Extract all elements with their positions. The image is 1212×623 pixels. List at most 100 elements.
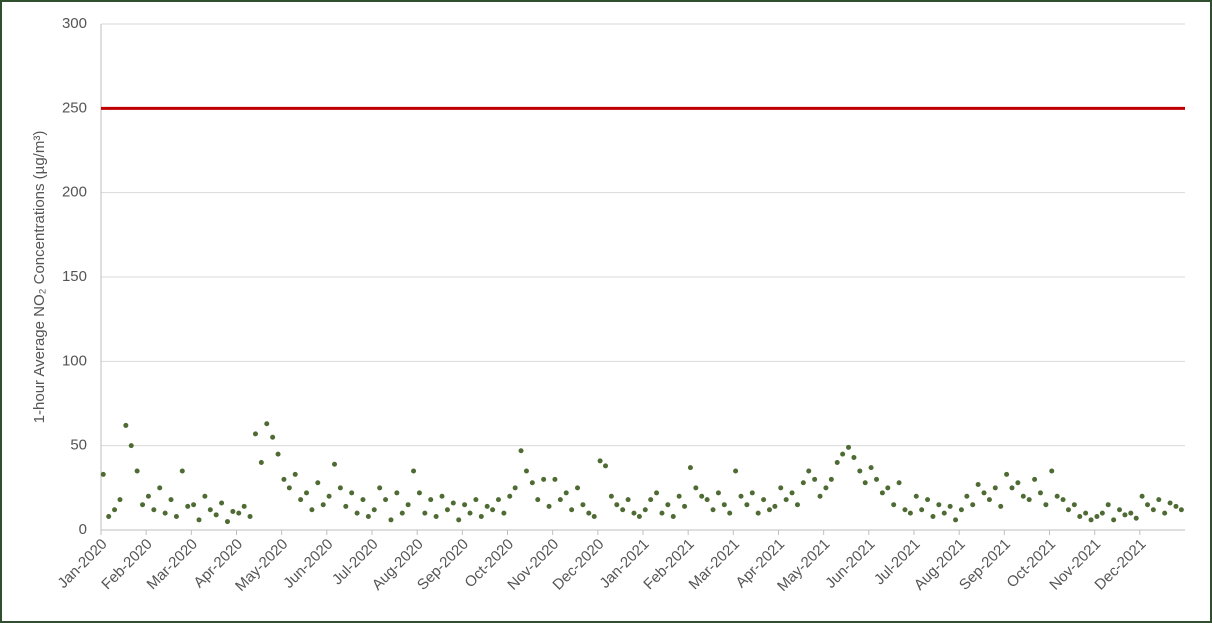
y-tick-label: 100	[62, 352, 87, 369]
data-point	[925, 497, 931, 503]
data-point	[1071, 502, 1077, 508]
data-point	[874, 476, 880, 482]
data-point	[778, 485, 784, 491]
data-point	[535, 497, 541, 503]
data-point	[654, 490, 660, 496]
data-point	[603, 463, 609, 469]
data-point	[523, 468, 529, 474]
data-point	[625, 497, 631, 503]
data-point	[117, 497, 123, 503]
data-point	[343, 503, 349, 509]
data-point	[699, 493, 705, 499]
data-point	[270, 434, 276, 440]
data-point	[868, 465, 874, 471]
data-point	[1020, 493, 1026, 499]
data-point	[1128, 510, 1134, 516]
data-point	[123, 422, 129, 428]
data-point	[326, 493, 332, 499]
data-point	[444, 507, 450, 513]
data-point	[710, 507, 716, 513]
data-point	[179, 468, 185, 474]
data-point	[281, 476, 287, 482]
data-point	[173, 514, 179, 520]
data-point	[399, 510, 405, 516]
data-point	[676, 493, 682, 499]
data-point	[456, 517, 462, 523]
data-point	[1043, 502, 1049, 508]
data-point	[365, 514, 371, 520]
y-tick-label: 200	[62, 184, 87, 201]
data-point	[236, 510, 242, 516]
data-point	[320, 502, 326, 508]
data-point	[185, 503, 191, 509]
data-point	[721, 502, 727, 508]
data-point	[902, 507, 908, 513]
data-point	[388, 517, 394, 523]
data-point	[789, 490, 795, 496]
data-point	[349, 490, 355, 496]
data-point	[896, 480, 902, 486]
data-point	[411, 468, 417, 474]
data-point	[569, 507, 575, 513]
data-point	[687, 465, 693, 471]
data-point	[704, 497, 710, 503]
data-point	[202, 493, 208, 499]
data-point	[247, 514, 253, 520]
y-axis-label: 1-hour Average NO₂ Concentrations (µg/m³…	[31, 131, 48, 424]
data-point	[738, 493, 744, 499]
data-point	[428, 497, 434, 503]
data-point	[1032, 476, 1038, 482]
data-point	[563, 490, 569, 496]
y-tick-label: 0	[79, 521, 87, 538]
data-point	[213, 512, 219, 518]
data-point	[383, 497, 389, 503]
y-tick-label: 150	[62, 268, 87, 285]
data-point	[727, 510, 733, 516]
data-point	[1015, 480, 1021, 486]
data-point	[857, 468, 863, 474]
data-point	[913, 493, 919, 499]
data-point	[394, 490, 400, 496]
data-point	[241, 503, 247, 509]
data-point	[337, 485, 343, 491]
data-point	[828, 476, 834, 482]
data-point	[840, 451, 846, 457]
data-point	[964, 493, 970, 499]
data-point	[552, 476, 558, 482]
data-point	[416, 490, 422, 496]
data-point	[1099, 510, 1105, 516]
data-point	[541, 476, 547, 482]
data-point	[1105, 502, 1111, 508]
data-point	[642, 507, 648, 513]
data-point	[783, 497, 789, 503]
data-point	[252, 431, 258, 437]
data-point	[1139, 493, 1145, 499]
data-point	[1150, 507, 1156, 513]
data-point	[636, 514, 642, 520]
data-point	[191, 502, 197, 508]
data-point	[106, 514, 112, 520]
data-point	[846, 444, 852, 450]
data-point	[484, 503, 490, 509]
data-point	[151, 507, 157, 513]
data-point	[495, 497, 501, 503]
data-point	[953, 517, 959, 523]
data-point	[1173, 503, 1179, 509]
data-point	[405, 502, 411, 508]
data-point	[1133, 515, 1139, 521]
data-point	[1094, 514, 1100, 520]
data-point	[467, 510, 473, 516]
data-point	[986, 497, 992, 503]
data-point	[755, 510, 761, 516]
data-point	[473, 497, 479, 503]
data-point	[207, 507, 213, 513]
data-point	[749, 490, 755, 496]
y-tick-label: 250	[62, 99, 87, 116]
data-point	[975, 481, 981, 487]
data-point	[806, 468, 812, 474]
data-point	[1088, 517, 1094, 523]
data-point	[315, 480, 321, 486]
data-point	[134, 468, 140, 474]
